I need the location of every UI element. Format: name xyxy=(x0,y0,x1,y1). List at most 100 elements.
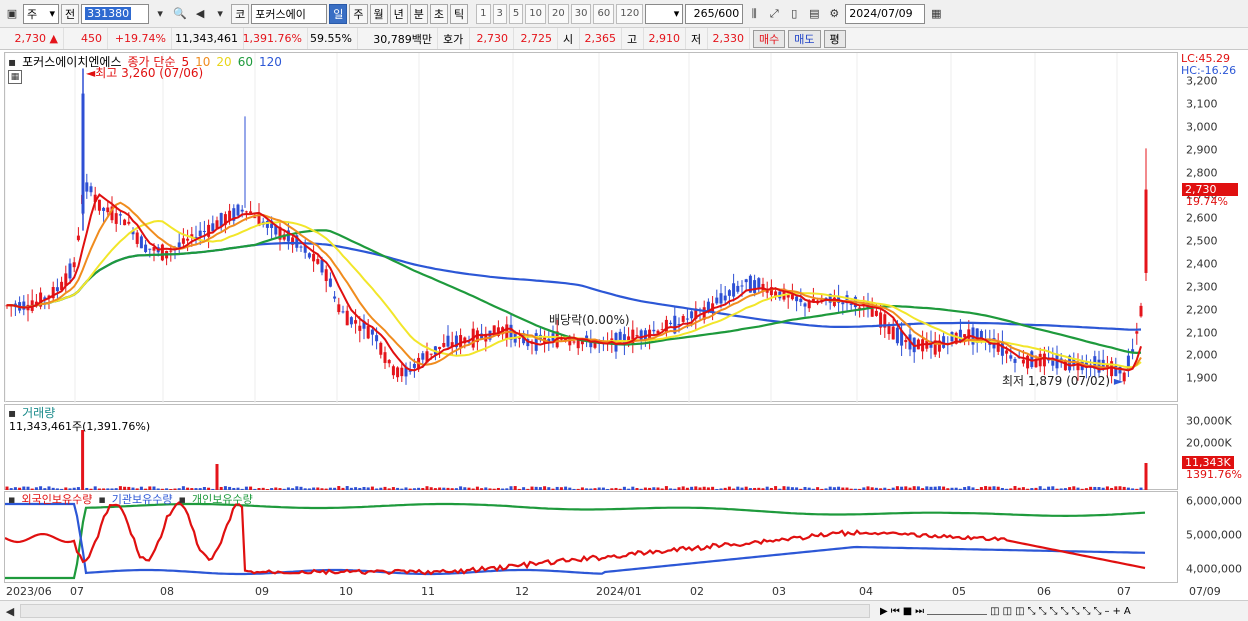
ma5-legend: 5 xyxy=(181,54,190,69)
volume-bar xyxy=(421,488,425,490)
interval-5-button[interactable]: 5 xyxy=(508,3,524,24)
candle-body xyxy=(429,353,433,355)
period-day-button[interactable]: 일 xyxy=(329,3,348,24)
window-icon[interactable]: ▣ xyxy=(6,7,18,20)
volume-bar xyxy=(501,488,505,490)
period-month-button[interactable]: 월 xyxy=(369,3,388,24)
stock-name-field[interactable]: 포커스에이 xyxy=(251,3,328,24)
interval-60-button[interactable]: 60 xyxy=(593,3,615,24)
forward-icon[interactable]: ⏭ xyxy=(915,605,925,617)
volume-bar xyxy=(471,488,475,490)
zoom-slider[interactable] xyxy=(927,607,988,615)
high-annotation-text: 최고 3,260 (07/06) xyxy=(95,66,204,80)
period-second-button[interactable]: 초 xyxy=(429,3,448,24)
volume-bar xyxy=(139,486,143,490)
interval-1-button[interactable]: 1 xyxy=(476,3,491,24)
tool-icon[interactable]: ⤡ xyxy=(1071,605,1080,617)
volume-bar xyxy=(152,486,156,490)
buy-button[interactable]: 매수 xyxy=(753,29,786,48)
period-tick-button[interactable]: 틱 xyxy=(450,3,469,24)
candle-body xyxy=(643,330,647,340)
sell-button[interactable]: 매도 xyxy=(788,29,821,48)
interval-20-button[interactable]: 20 xyxy=(547,3,569,24)
x-label: 2023/06 xyxy=(6,585,52,598)
holding-legend: ▪ 외국인보유수량 ▪ 기관보유수량 ▪ 개인보유수량 xyxy=(8,491,253,507)
volume-bar xyxy=(22,486,26,490)
x-label: 03 xyxy=(772,585,786,598)
line-tool-icon[interactable]: ⤢ xyxy=(769,6,779,20)
save-icon[interactable]: ▤ xyxy=(809,7,820,20)
stop-icon[interactable]: ■ xyxy=(902,605,913,617)
candle-body xyxy=(320,259,324,273)
volume-bar xyxy=(475,486,479,490)
count-input[interactable]: 265/600 xyxy=(685,3,744,24)
candle-body xyxy=(1135,331,1139,334)
volume-bar xyxy=(811,488,815,490)
volume-bar xyxy=(303,488,307,490)
dropdown2-icon[interactable]: ▾ xyxy=(217,7,223,20)
tool-icon[interactable]: ◫ xyxy=(1002,605,1013,617)
interval-30-button[interactable]: 30 xyxy=(570,3,592,24)
price-pane[interactable] xyxy=(4,52,1178,403)
candle-body xyxy=(1122,372,1126,382)
gear-icon[interactable]: ⚙ xyxy=(829,7,840,20)
candle-body xyxy=(757,278,761,289)
scroll-left-icon[interactable]: ◀ xyxy=(5,604,15,618)
tool-icon[interactable]: ⤡ xyxy=(1038,605,1047,617)
tool-icon[interactable]: ⤡ xyxy=(1082,605,1091,617)
prev-button[interactable]: 전 xyxy=(61,3,80,24)
volume-bar xyxy=(547,487,551,490)
volume-bar xyxy=(51,487,55,490)
scroll-track[interactable] xyxy=(20,604,870,618)
tool-icon[interactable]: ◫ xyxy=(990,605,1000,617)
candle-body xyxy=(900,330,904,346)
calendar-icon[interactable]: ▦ xyxy=(931,7,942,20)
tool-icon[interactable]: ◫ xyxy=(1015,605,1025,617)
date-input[interactable]: 2024/07/09 xyxy=(845,3,926,24)
volume-pane[interactable] xyxy=(4,404,1178,490)
font-icon[interactable]: A xyxy=(1123,605,1131,617)
volume-bar xyxy=(937,486,941,490)
volume-bar xyxy=(740,487,744,490)
speaker-icon[interactable]: ◀ xyxy=(195,7,205,20)
play-icon[interactable]: ▶ xyxy=(880,605,888,617)
volume-bar xyxy=(589,488,593,490)
search-icon[interactable]: 🔍 xyxy=(173,7,187,20)
zoom-out-icon[interactable]: – xyxy=(1104,605,1110,617)
tool-icon[interactable]: ⤡ xyxy=(1027,605,1036,617)
interval-10-button[interactable]: 10 xyxy=(525,3,546,24)
candle-body xyxy=(736,285,740,292)
candle-body xyxy=(408,370,412,372)
volume-bar xyxy=(627,488,631,490)
ma120-legend: 120 xyxy=(258,54,282,69)
rewind-icon[interactable]: ⏮ xyxy=(890,605,900,617)
board-button[interactable]: 코 xyxy=(231,3,250,24)
eval-button[interactable]: 평 xyxy=(823,29,846,48)
tool-icon[interactable]: ⤡ xyxy=(1060,605,1069,617)
volume-bar xyxy=(366,487,370,490)
interval-3-button[interactable]: 3 xyxy=(492,3,507,24)
market-select[interactable]: 주 ▾ xyxy=(23,3,59,24)
candle-icon[interactable]: ⫼ xyxy=(751,6,757,20)
table-icon[interactable]: ▦ xyxy=(8,70,22,84)
period-minute-button[interactable]: 분 xyxy=(409,3,428,24)
candle-body xyxy=(257,212,261,226)
volume-bar xyxy=(963,487,967,490)
tool-icon[interactable]: ⤡ xyxy=(1093,605,1102,617)
stock-code-input[interactable]: 331380 xyxy=(81,3,150,24)
candle-body xyxy=(1034,358,1038,368)
interval-120-button[interactable]: 120 xyxy=(616,3,644,24)
zoom-in-icon[interactable]: + xyxy=(1112,605,1121,617)
dropdown-icon[interactable]: ▾ xyxy=(157,7,163,20)
period-year-button[interactable]: 년 xyxy=(389,3,408,24)
holding-pane[interactable] xyxy=(4,491,1178,583)
volume-bar xyxy=(677,487,681,490)
tool-icon[interactable]: ⤡ xyxy=(1049,605,1058,617)
period-week-button[interactable]: 주 xyxy=(349,3,368,24)
volume-bar xyxy=(786,486,790,490)
volume-bar xyxy=(257,488,261,490)
trash-icon[interactable]: ▯ xyxy=(791,7,798,20)
scroll-bar[interactable]: ◀ ▶ ⏮ ■ ⏭ ◫ ◫ ◫ ⤡ ⤡ ⤡ ⤡ ⤡ ⤡ ⤡ – + A xyxy=(0,600,1248,621)
interval-custom-select[interactable]: ▾ xyxy=(645,3,684,24)
